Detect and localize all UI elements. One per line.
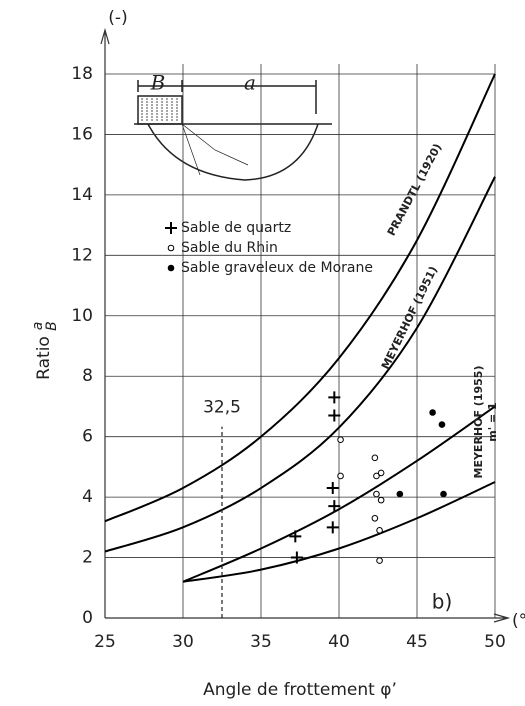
point (376, 527, 383, 534)
x-axis (105, 613, 511, 623)
footing (137, 95, 183, 125)
point (377, 496, 385, 504)
curve-label: MEYERHOF (1951) (379, 264, 440, 371)
legend-marker (167, 264, 175, 272)
point (371, 454, 379, 462)
x-tick-label: 40 (328, 632, 350, 652)
annotation: 32,5 (203, 398, 241, 418)
point (429, 409, 436, 416)
point (371, 514, 379, 522)
point (376, 557, 383, 564)
annotation-bg (425, 590, 459, 614)
y-tick-label: 18 (71, 64, 93, 84)
x-tick-label: 50 (484, 632, 506, 652)
legend-label: Sable du Rhin (181, 240, 278, 256)
y-axis-label-den: B (44, 321, 60, 331)
annotation-bg (196, 396, 248, 419)
curve-label: PRANDTL (1920) (385, 142, 445, 239)
y-unit: (-) (108, 8, 127, 28)
curve (182, 405, 496, 583)
y-tick-label: 4 (82, 487, 93, 507)
point (373, 472, 380, 480)
y-tick-label: 2 (82, 548, 93, 568)
point (328, 391, 341, 404)
point (289, 530, 302, 543)
legend-label: Sable de quartz (181, 220, 291, 236)
y-tick-label: 12 (71, 245, 93, 265)
point (337, 472, 344, 480)
point (337, 436, 344, 443)
inset-label: a (244, 71, 256, 95)
y-axis (100, 27, 110, 618)
point (328, 409, 341, 422)
curve (104, 176, 496, 553)
x-tick-label: 25 (94, 632, 116, 652)
point (328, 500, 341, 513)
point (373, 490, 380, 498)
legend-marker (167, 244, 175, 252)
curve (104, 73, 496, 523)
y-tick-label: 14 (71, 185, 93, 205)
point (326, 521, 339, 534)
point (290, 551, 303, 564)
x-tick-label: 35 (250, 632, 272, 652)
x-axis-label: Angle de frottement φ’ (203, 680, 397, 700)
point (440, 490, 447, 498)
y-tick-label: 0 (82, 608, 93, 628)
legend-marker (165, 222, 177, 234)
annotation: b) (432, 590, 453, 614)
point (377, 469, 385, 477)
y-axis-label-num: a (30, 322, 46, 331)
inset-label: B (150, 71, 166, 95)
y-axis-label: Ratio (34, 336, 54, 380)
x-unit: (°) (512, 611, 525, 631)
point (396, 490, 404, 498)
y-tick-label: 6 (82, 427, 93, 447)
curve-label: MEYERHOF (1955) (472, 366, 485, 479)
curve-label: m' = 1 (486, 402, 499, 441)
y-tick-label: 10 (71, 306, 93, 326)
curve (182, 481, 496, 583)
x-tick-label: 30 (172, 632, 194, 652)
point (438, 421, 446, 428)
legend-label: Sable graveleux de Morane (181, 260, 373, 276)
point (326, 482, 339, 495)
x-tick-label: 45 (406, 632, 428, 652)
y-tick-label: 8 (82, 366, 93, 386)
inset-diagram (134, 80, 332, 181)
y-tick-label: 16 (71, 124, 93, 144)
